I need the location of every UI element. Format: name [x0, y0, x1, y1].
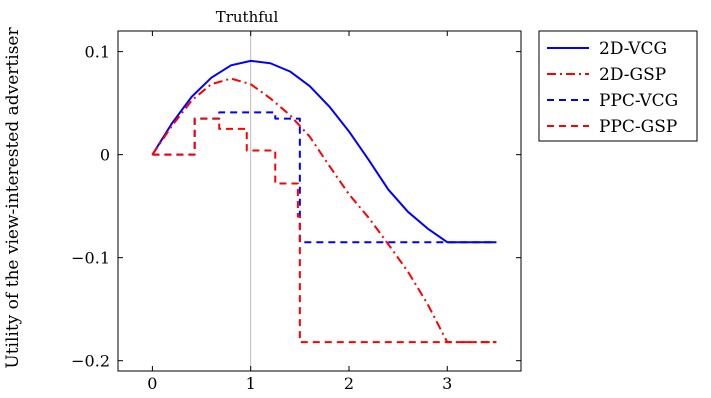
series-line-ppc-gsp: [152, 117, 497, 344]
x-tick-label: 2: [344, 374, 354, 393]
x-tick-label: 0: [147, 374, 157, 393]
y-tick-label: 0.1: [85, 43, 110, 62]
y-tick-label: −0.2: [71, 352, 110, 371]
legend: 2D-VCG 2D-GSP PPC-VCG PPC-GSP: [538, 30, 698, 142]
plot-area: 0 1 2 3 −0.2 −0.1 0 0.1: [71, 30, 522, 393]
x-tick-label: 1: [246, 374, 256, 393]
legend-label-ppc-gsp: PPC-GSP: [599, 117, 677, 137]
y-tick-label: −0.1: [71, 249, 110, 268]
plot-frame: [117, 30, 522, 372]
series-line-2d-vcg: [151, 59, 497, 244]
legend-label-ppc-vcg: PPC-VCG: [599, 91, 678, 111]
legend-box: [538, 30, 698, 142]
series-line-2d-gsp: [151, 77, 497, 344]
legend-label-2d-vcg: 2D-VCG: [599, 39, 667, 59]
y-axis-label: Utility of the view-interested advertise…: [3, 27, 23, 369]
y-tick-label: 0: [100, 146, 110, 165]
x-tick-label: 3: [442, 374, 452, 393]
legend-label-2d-gsp: 2D-GSP: [599, 65, 666, 85]
series-line-ppc-vcg: [152, 111, 497, 244]
chart-title: Truthful: [216, 8, 279, 26]
